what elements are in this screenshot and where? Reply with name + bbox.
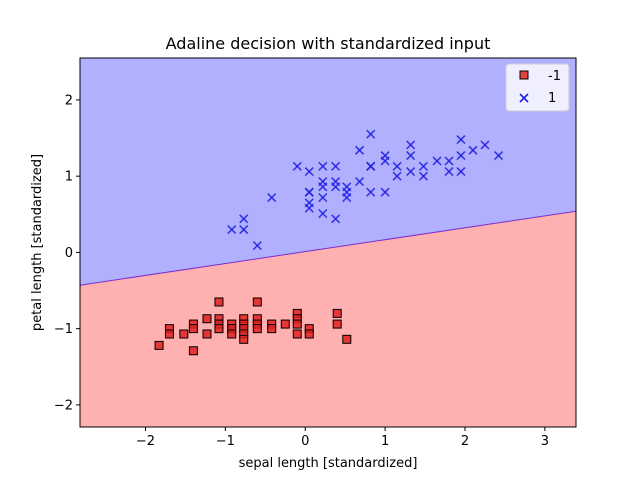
- data-point: [267, 324, 277, 334]
- data-point: [164, 329, 174, 339]
- data-point: [188, 346, 198, 356]
- data-point: [493, 151, 504, 161]
- data-point: [202, 329, 212, 339]
- data-point: [280, 319, 290, 329]
- data-point: [318, 192, 328, 203]
- data-point: [304, 187, 314, 197]
- data-point: [154, 340, 164, 350]
- data-points: [154, 129, 504, 356]
- x-axis: −2 −1 0 1 2 3: [136, 427, 549, 449]
- data-point: [406, 167, 416, 177]
- y-tick-label: −2: [54, 398, 73, 413]
- data-point: [380, 151, 390, 161]
- legend-marker-square: [519, 70, 529, 80]
- data-point: [179, 329, 189, 339]
- data-point: [252, 240, 262, 251]
- x-tick-label: 2: [461, 434, 469, 449]
- legend-label-minus1: -1: [548, 69, 561, 84]
- data-point: [331, 214, 341, 224]
- legend: -1 1: [505, 63, 570, 112]
- data-point: [331, 161, 341, 171]
- data-point: [267, 192, 277, 203]
- data-point: [354, 176, 365, 187]
- data-point: [332, 308, 342, 318]
- x-tick-label: −1: [216, 434, 235, 449]
- y-tick-label: 1: [65, 170, 73, 185]
- data-point: [214, 324, 224, 334]
- y-tick-label: −1: [54, 322, 73, 337]
- data-point: [456, 135, 466, 145]
- data-point: [418, 171, 429, 181]
- data-point: [380, 187, 390, 197]
- data-point: [392, 161, 402, 171]
- chart-title: Adaline decision with standardized input: [166, 34, 491, 53]
- data-point: [318, 161, 328, 171]
- x-tick-label: 1: [381, 434, 389, 449]
- x-tick-label: 0: [301, 434, 309, 449]
- data-point: [239, 334, 249, 344]
- data-point: [342, 334, 352, 344]
- data-point: [318, 176, 328, 187]
- data-point: [444, 167, 454, 177]
- data-point: [304, 167, 314, 177]
- data-point: [342, 182, 352, 192]
- legend-marker-x: [519, 93, 529, 103]
- data-point: [239, 214, 249, 224]
- data-point: [292, 329, 302, 339]
- data-point: [292, 319, 302, 329]
- data-point: [304, 198, 314, 208]
- data-point: [252, 297, 262, 307]
- x-axis-label: sepal length [standardized]: [239, 456, 418, 471]
- data-point: [432, 156, 442, 166]
- data-point: [456, 151, 466, 161]
- legend-label-1: 1: [548, 91, 556, 106]
- data-point: [406, 140, 416, 150]
- data-point: [468, 145, 478, 155]
- series-minus1: [154, 297, 352, 356]
- y-axis-label: petal length [standardized]: [30, 154, 45, 331]
- data-point: [366, 161, 376, 171]
- x-tick-label: −2: [136, 434, 155, 449]
- data-point: [227, 329, 237, 339]
- data-point: [392, 171, 402, 181]
- data-point: [406, 151, 416, 161]
- class-minus1-region: [80, 211, 576, 427]
- data-point: [318, 208, 328, 219]
- data-point: [354, 145, 365, 155]
- data-point: [444, 156, 454, 166]
- data-point: [188, 324, 198, 334]
- data-point: [239, 224, 249, 235]
- data-point: [331, 176, 341, 187]
- data-point: [456, 167, 466, 177]
- class-1-region: [80, 58, 576, 286]
- y-tick-label: 2: [65, 93, 73, 108]
- data-point: [202, 314, 212, 324]
- series-1: [227, 129, 504, 251]
- y-tick-label: 0: [65, 246, 73, 261]
- data-point: [292, 161, 302, 171]
- x-tick-label: 3: [541, 434, 549, 449]
- data-point: [227, 224, 237, 235]
- data-point: [214, 297, 224, 307]
- data-point: [304, 329, 314, 339]
- data-point: [418, 161, 429, 171]
- data-point: [366, 129, 376, 139]
- data-point: [252, 324, 262, 334]
- plot-frame: [79, 57, 577, 428]
- data-point: [332, 319, 342, 329]
- data-point: [366, 187, 376, 197]
- decision-boundary-line: [80, 210, 576, 286]
- data-point: [480, 140, 490, 150]
- y-axis: −2 −1 0 1 2: [54, 93, 80, 413]
